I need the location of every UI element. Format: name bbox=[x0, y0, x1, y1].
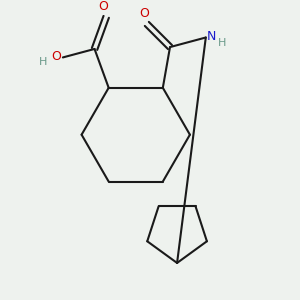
Text: H: H bbox=[39, 57, 47, 67]
Text: N: N bbox=[207, 30, 217, 43]
Text: O: O bbox=[140, 8, 149, 20]
Text: O: O bbox=[52, 50, 61, 62]
Text: H: H bbox=[218, 38, 226, 48]
Text: O: O bbox=[98, 0, 108, 13]
